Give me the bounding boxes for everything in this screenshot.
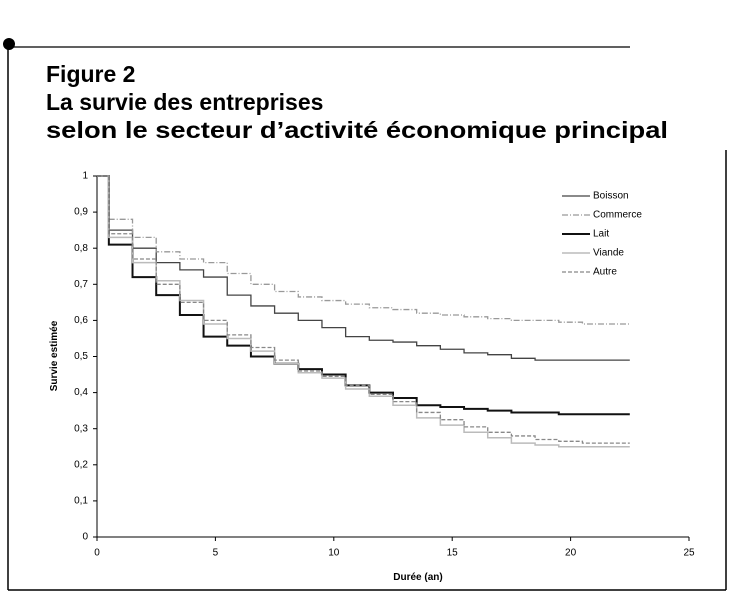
- survival-curve: [97, 175, 630, 325]
- legend-label: Autre: [593, 267, 617, 278]
- y-tick-label: 0,5: [74, 351, 88, 362]
- y-tick-label: 0,9: [74, 207, 88, 218]
- y-tick-label: 0,8: [74, 243, 88, 254]
- x-tick-label: 20: [565, 548, 577, 559]
- survival-curve: [97, 175, 630, 448]
- legend-label: Commerce: [593, 210, 642, 221]
- y-tick-label: 0,6: [74, 315, 88, 326]
- y-tick-label: 0: [82, 532, 88, 543]
- x-tick-label: 5: [213, 548, 219, 559]
- legend-label: Viande: [593, 248, 624, 259]
- survival-curve: [97, 175, 630, 361]
- title-line: La survie des entreprises: [46, 89, 323, 115]
- x-tick-label: 10: [328, 548, 340, 559]
- y-tick-label: 0,4: [74, 387, 88, 398]
- y-tick-label: 0,1: [74, 496, 88, 507]
- x-tick-label: 25: [683, 548, 695, 559]
- survival-curve: [97, 175, 630, 416]
- bullet: [3, 38, 15, 50]
- figure-label: Figure 2: [46, 61, 135, 87]
- x-tick-label: 0: [94, 548, 100, 559]
- x-tick-label: 15: [447, 548, 459, 559]
- legend-label: Lait: [593, 229, 609, 240]
- y-tick-label: 0,2: [74, 459, 88, 470]
- legend-label: Boisson: [593, 191, 629, 202]
- x-axis-label: Durée (an): [393, 572, 442, 583]
- y-tick-label: 0,3: [74, 423, 88, 434]
- survival-curve: [97, 175, 630, 444]
- y-tick-label: 1: [82, 171, 88, 182]
- title-line: selon le secteur d’activité économique p…: [46, 117, 668, 143]
- y-tick-label: 0,7: [74, 279, 88, 290]
- y-axis-label: Survie estimée: [49, 320, 60, 391]
